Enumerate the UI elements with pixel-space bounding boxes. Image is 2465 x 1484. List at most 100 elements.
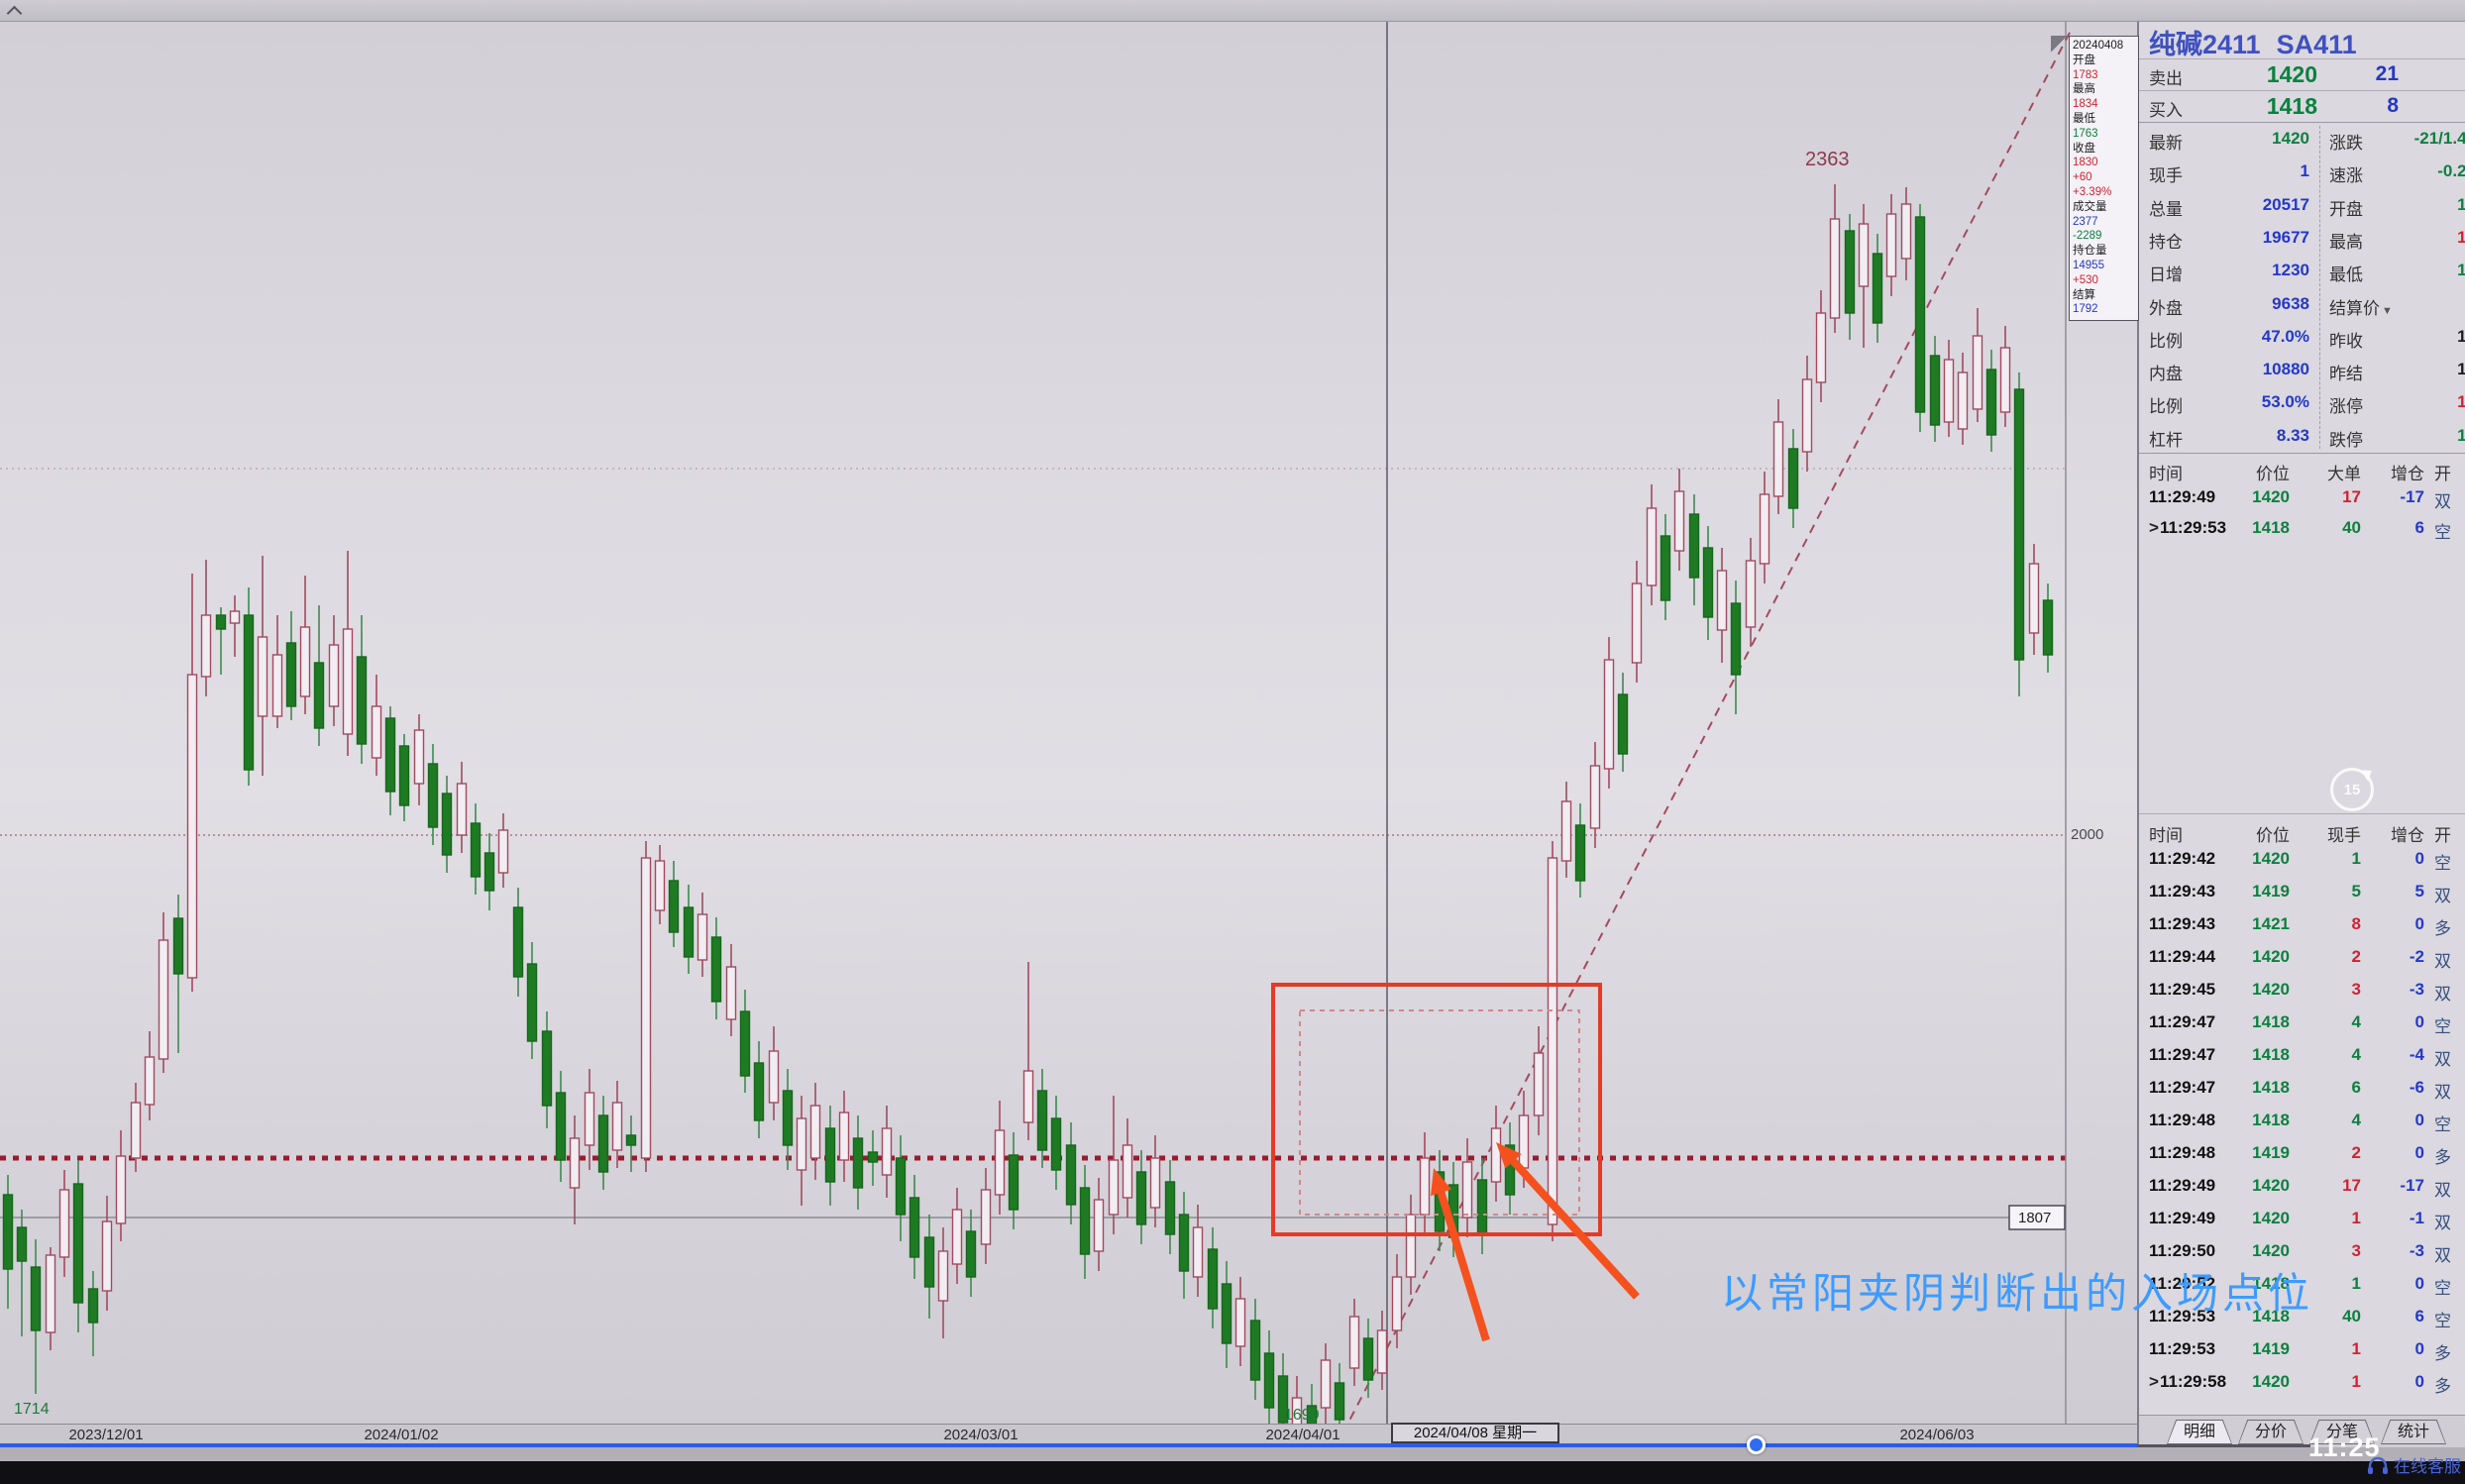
candle-body <box>1999 347 2011 413</box>
candle-body <box>625 1134 637 1146</box>
tape-row[interactable]: 11:29:53 1419 1 0 多 <box>2149 1339 2451 1363</box>
tooltip-line: 开盘 <box>2073 53 2095 66</box>
price-label: 2000 <box>2071 826 2103 843</box>
tape-row[interactable]: 11:29:53 1418 40 6 空 <box>2149 1307 2451 1330</box>
chart-canvas[interactable]: 2363 1699 1714 2000 1807 <box>0 21 2137 1424</box>
tab-分笔[interactable]: 分笔 <box>2309 1420 2375 1444</box>
candle-body <box>768 1050 780 1104</box>
horizontal-scrollbar[interactable] <box>0 1443 2137 1447</box>
candle-body <box>441 793 453 856</box>
candle-body <box>72 1183 84 1304</box>
tooltip-line: 成交量 <box>2073 200 2107 213</box>
divider <box>2139 453 2465 454</box>
headphone-icon <box>2368 1456 2388 1474</box>
online-service-link[interactable]: 在线客服 <box>2366 1452 2461 1477</box>
candle-body <box>1022 1070 1034 1123</box>
tooltip-line: -2289 <box>2073 230 2102 243</box>
annotation-arrowhead <box>1496 1142 1522 1169</box>
candle-body <box>1702 547 1714 618</box>
tape-row[interactable]: 11:29:52 1418 1 0 空 <box>2149 1274 2451 1298</box>
tape-row[interactable]: 11:29:48 1418 4 0 空 <box>2149 1111 2451 1134</box>
price-tag-box <box>2008 1205 2066 1230</box>
tape-row[interactable]: 11:29:49 1420 17 -17 双 <box>2149 487 2451 511</box>
price-label: 2363 <box>1805 149 1850 170</box>
crosshair-date-label: 2024/04/08 星期一 <box>1391 1423 1559 1443</box>
tooltip-line: 最高 <box>2073 83 2095 96</box>
skip-seconds: 15 <box>2343 782 2361 798</box>
candle-body <box>1929 355 1941 426</box>
tape-row[interactable]: 11:29:47 1418 4 -4 双 <box>2149 1045 2451 1069</box>
tooltip-line: +60 <box>2073 171 2092 184</box>
tape-row[interactable]: 11:29:49 1420 17 -17 双 <box>2149 1176 2451 1200</box>
tape-row[interactable]: 11:29:45 1420 3 -3 双 <box>2149 980 2451 1004</box>
candle-body <box>1646 507 1658 586</box>
tooltip-line: 20240408 <box>2073 40 2124 52</box>
divider <box>2139 90 2465 91</box>
tooltip-line: +530 <box>2073 273 2098 286</box>
candle-body <box>1504 1144 1516 1196</box>
candle-body <box>1547 857 1558 1225</box>
candle-body <box>1334 1382 1345 1421</box>
tape-row[interactable]: 11:29:47 1418 4 0 空 <box>2149 1012 2451 1036</box>
tab-明细[interactable]: 明细 <box>2167 1420 2232 1444</box>
candle-body <box>668 880 680 933</box>
tab-分价[interactable]: 分价 <box>2238 1420 2304 1444</box>
tape-row[interactable]: 11:29:44 1420 2 -2 双 <box>2149 947 2451 971</box>
tape-row[interactable]: 11:29:43 1419 5 5 双 <box>2149 882 2451 905</box>
candle-body <box>541 1030 553 1107</box>
candle-body <box>867 1151 879 1163</box>
bid-qty: 8 <box>2387 94 2399 117</box>
candle-body <box>1617 693 1629 755</box>
quote-row: 持仓19677最高14 <box>2149 227 2465 252</box>
candle-body <box>1221 1283 1232 1344</box>
candle-body <box>710 936 722 1003</box>
candle-body <box>1801 378 1813 453</box>
ask-row[interactable]: 卖出 1420 21 <box>2139 58 2465 90</box>
candle-body <box>569 1137 581 1189</box>
collapse-chevron-icon[interactable] <box>6 5 23 22</box>
candle-body <box>427 763 439 828</box>
candle-body <box>115 1155 127 1224</box>
candle-body <box>1716 570 1728 631</box>
tape-row[interactable]: >11:29:53 1418 40 6 空 <box>2149 518 2451 542</box>
candle-body <box>1164 1181 1176 1235</box>
tape-row[interactable]: 11:29:49 1420 1 -1 双 <box>2149 1209 2451 1232</box>
bid-row[interactable]: 买入 1418 8 <box>2139 90 2465 122</box>
tape-row[interactable]: 11:29:42 1420 1 0 空 <box>2149 849 2451 873</box>
candle-body <box>1490 1127 1502 1183</box>
price-label: 1699 <box>1284 1407 1320 1424</box>
candle-body <box>1234 1298 1246 1347</box>
candle-body <box>1673 490 1685 552</box>
price-tag-label: 1807 <box>2018 1210 2051 1226</box>
divider <box>2139 58 2465 59</box>
scrollbar-handle[interactable] <box>1747 1435 1766 1454</box>
instrument-title[interactable]: 纯碱2411 SA411 <box>2149 23 2357 61</box>
tape-row[interactable]: 11:29:48 1419 2 0 多 <box>2149 1143 2451 1167</box>
candlestick-chart[interactable]: 2363 1699 1714 2000 1807 <box>0 21 2137 1424</box>
date-axis[interactable]: 2023/12/01 2024/01/02 2024/03/01 2024/04/01… <box>0 1424 2137 1444</box>
ask-price: 1420 <box>2266 61 2317 87</box>
skip-forward-15-icon[interactable]: 15 <box>2330 765 2376 811</box>
candle-body <box>1858 223 1870 287</box>
candle-body <box>144 1056 156 1106</box>
tape-row[interactable]: 11:29:43 1421 8 0 多 <box>2149 914 2451 938</box>
quote-row: 内盘10880昨结14 <box>2149 360 2465 384</box>
quote-panel: 纯碱2411 SA411 卖出 1420 21 买入 1418 8 最新 1420 涨… <box>2137 21 2465 1448</box>
candle-body <box>1688 513 1700 579</box>
tab-统计[interactable]: 统计 <box>2381 1420 2446 1444</box>
candle-body <box>384 717 396 793</box>
candle-body <box>838 1112 850 1161</box>
tooltip-line: 1783 <box>2073 68 2098 81</box>
tape-row[interactable]: 11:29:47 1418 6 -6 双 <box>2149 1078 2451 1102</box>
tooltip-line: 1830 <box>2073 157 2098 169</box>
candle-body <box>45 1254 56 1333</box>
ask-label: 卖出 <box>2149 69 2183 88</box>
candle-body <box>683 906 695 958</box>
candle-body <box>881 1127 893 1176</box>
tape-row[interactable]: >11:29:58 1420 1 0 多 <box>2149 1372 2451 1396</box>
tape-row[interactable]: 11:29:50 1420 3 -3 双 <box>2149 1241 2451 1265</box>
candle-body <box>200 614 212 678</box>
